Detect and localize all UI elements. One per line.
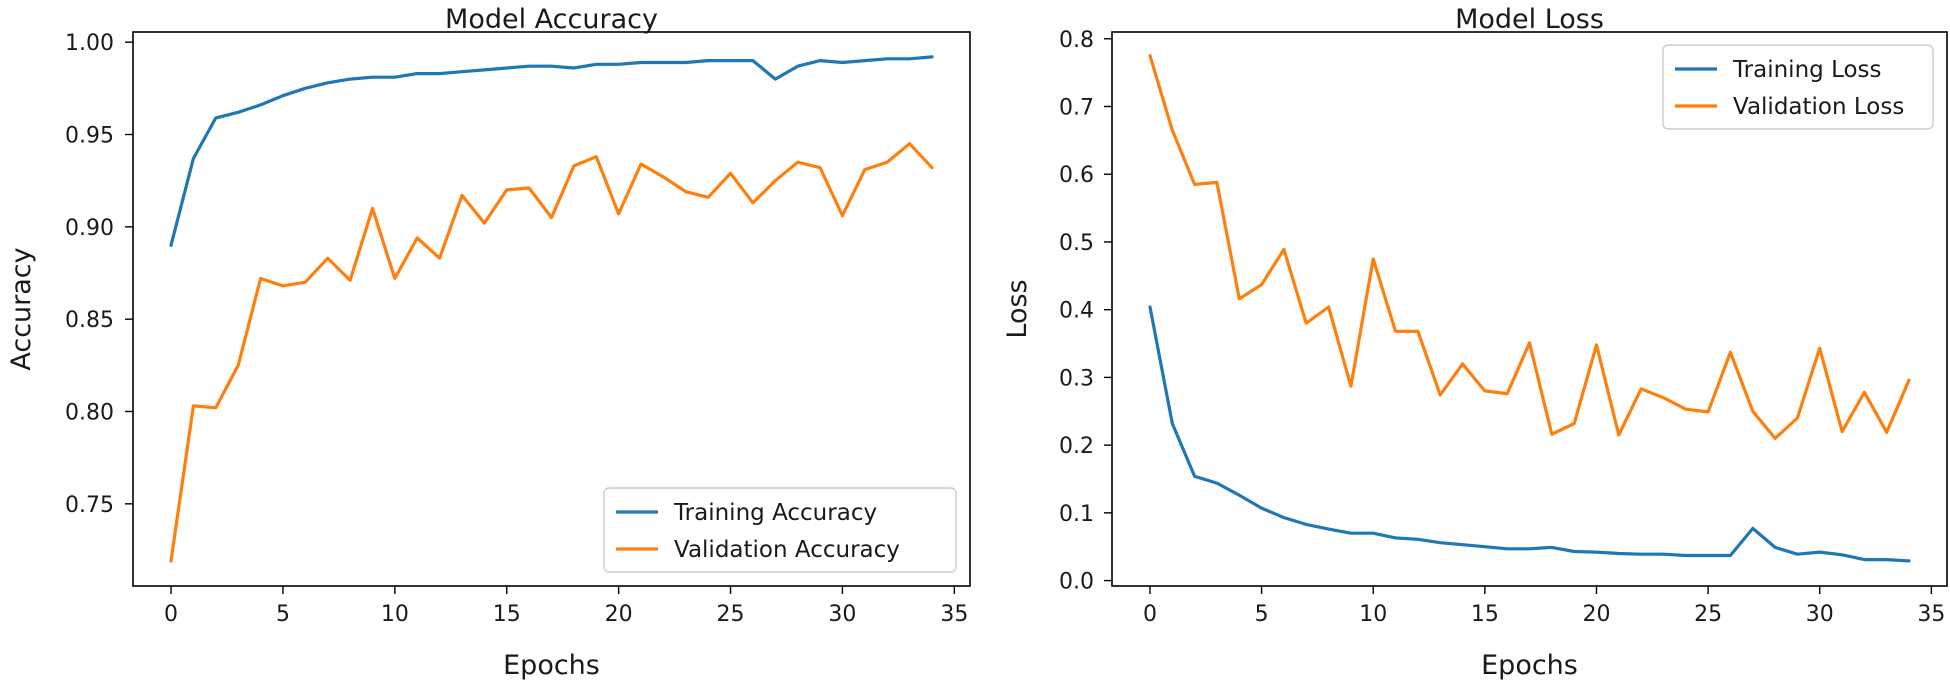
y-tick-label: 0.1 — [1059, 502, 1094, 527]
y-tick-label: 1.00 — [65, 31, 114, 56]
x-tick-label: 25 — [717, 602, 745, 627]
y-tick-label: 0.90 — [65, 216, 114, 241]
x-tick-label: 15 — [1471, 602, 1499, 627]
chart-accuracy: Model Accuracy 0 5 10 15 20 25 30 35 0.75 0.80 0.85… — [6, 4, 971, 681]
legend-label: Training Accuracy — [673, 500, 877, 526]
x-tick-label: 10 — [381, 602, 409, 627]
y-tick-label: 0.5 — [1059, 231, 1094, 256]
x-tick-label: 10 — [1359, 602, 1387, 627]
x-tick-label: 5 — [276, 602, 290, 627]
y-tick-label: 0.7 — [1059, 95, 1094, 120]
chart-title: Model Accuracy — [445, 4, 658, 35]
x-tick-label: 35 — [940, 602, 968, 627]
y-tick-label: 0.3 — [1059, 366, 1094, 391]
x-tick-label: 15 — [493, 602, 521, 627]
chart-title: Model Loss — [1455, 4, 1604, 35]
y-tick-label: 0.4 — [1059, 299, 1094, 324]
y-tick-label: 0.0 — [1059, 570, 1094, 595]
x-tick-label: 20 — [1582, 602, 1610, 627]
y-axis-label: Accuracy — [6, 247, 37, 370]
y-tick-label: 0.6 — [1059, 163, 1094, 188]
series-line-validation-loss — [1148, 54, 1911, 440]
x-axis-label: Epochs — [503, 650, 600, 681]
y-tick-label: 0.8 — [1059, 28, 1094, 53]
series-line-training-loss — [1148, 305, 1911, 563]
legend: Training Loss Validation Loss — [1662, 44, 1934, 130]
series-line-training-accuracy — [169, 55, 934, 247]
x-tick-label: 20 — [605, 602, 633, 627]
chart-loss: Model Loss 0 5 10 15 20 25 30 35 0.0 0.1 0.2 0.3 0.4 0… — [1002, 4, 1948, 681]
x-tick-label: 0 — [1143, 602, 1157, 627]
x-tick-label: 25 — [1694, 602, 1722, 627]
y-tick-label: 0.95 — [65, 123, 114, 148]
x-tick-label: 0 — [164, 602, 178, 627]
x-tick-label: 30 — [828, 602, 856, 627]
legend-box — [603, 487, 957, 573]
y-tick-label: 0.85 — [65, 308, 114, 333]
x-tick-label: 30 — [1806, 602, 1834, 627]
legend-label: Validation Loss — [1733, 94, 1904, 120]
legend-box — [1662, 44, 1934, 130]
x-tick-label: 5 — [1255, 602, 1269, 627]
legend: Training Accuracy Validation Accuracy — [603, 487, 957, 573]
legend-label: Training Loss — [1732, 57, 1882, 83]
legend-label: Validation Accuracy — [674, 537, 900, 563]
y-axis-label: Loss — [1002, 279, 1033, 338]
x-tick-label: 35 — [1917, 602, 1945, 627]
y-tick-label: 0.80 — [65, 400, 114, 425]
x-axis-label: Epochs — [1481, 650, 1578, 681]
series-line-validation-accuracy — [169, 142, 934, 563]
y-tick-label: 0.75 — [65, 493, 114, 518]
axes-frame — [132, 31, 971, 587]
y-tick-label: 0.2 — [1059, 434, 1094, 459]
